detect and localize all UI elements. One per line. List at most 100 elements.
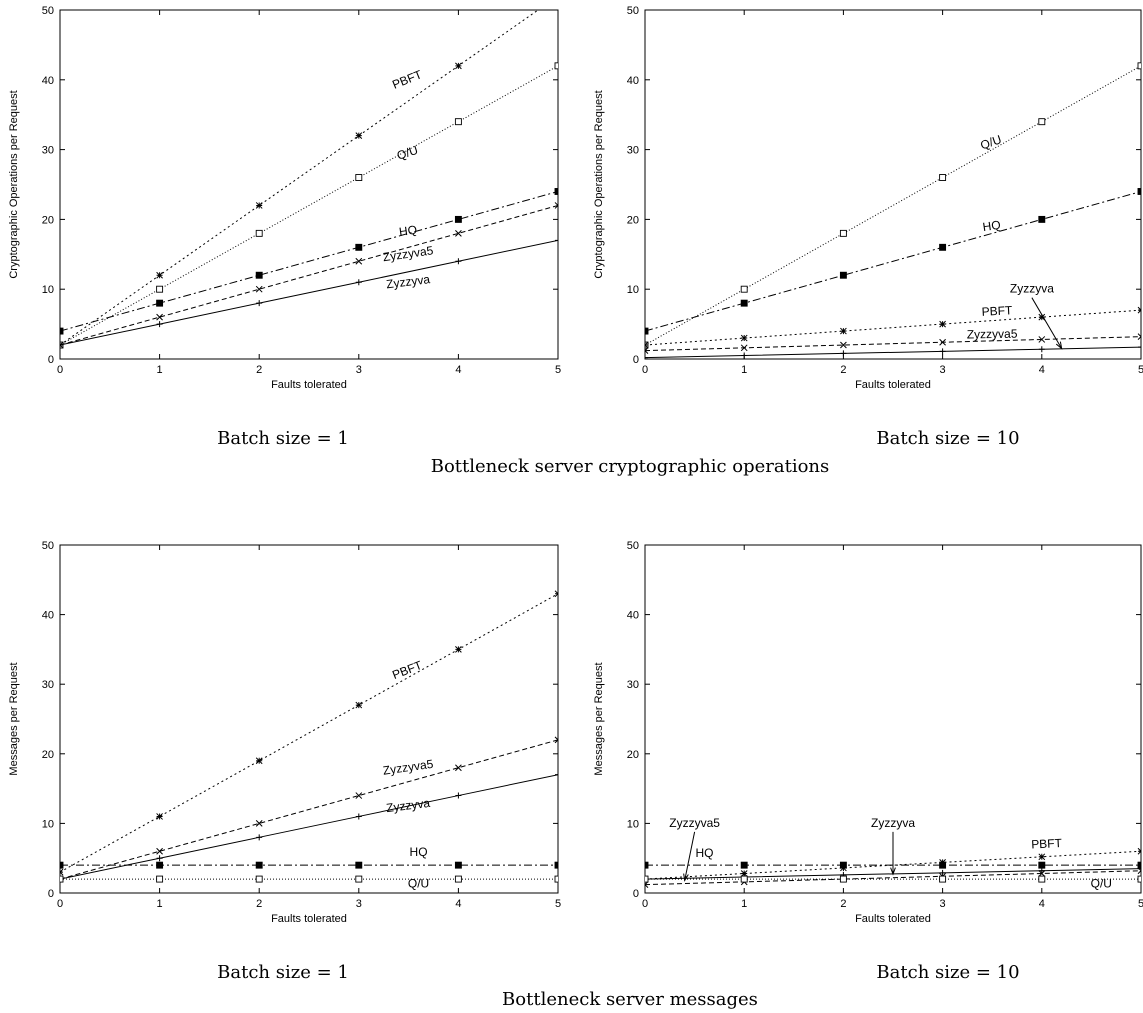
y-tick-label: 20 xyxy=(42,749,54,761)
data-point-zyzzyva5 xyxy=(156,313,163,321)
series-label-zyzzyva5: Zyzzyva5 xyxy=(382,243,434,264)
y-tick-label: 10 xyxy=(627,818,639,830)
y-tick-label: 10 xyxy=(42,284,54,296)
x-tick-label: 4 xyxy=(1039,364,1045,376)
data-point-hq xyxy=(156,299,164,307)
data-point-pbft xyxy=(840,327,847,335)
data-point-zyzzyva xyxy=(555,771,558,778)
data-point-zyzzyva xyxy=(645,354,648,359)
data-point-pbft xyxy=(156,271,163,279)
series-label-hq: HQ xyxy=(696,846,714,860)
panel-caption: Batch size = 1 xyxy=(217,428,349,449)
y-tick-label: 50 xyxy=(42,540,54,552)
y-tick-label: 10 xyxy=(627,284,639,296)
data-point-zyzzyva5 xyxy=(554,736,558,744)
data-point-hq xyxy=(60,861,64,869)
series-label-zyzzyva: Zyzzyva xyxy=(871,816,915,830)
data-point-hq xyxy=(355,243,363,251)
data-point-zyzzyva5 xyxy=(1137,867,1141,875)
series-line-pbft xyxy=(60,10,539,346)
data-point-hq xyxy=(645,327,649,335)
data-point-q-u xyxy=(554,62,558,70)
data-point-zyzzyva5 xyxy=(1038,870,1046,877)
x-tick-label: 5 xyxy=(555,364,561,376)
data-point-q-u xyxy=(939,875,947,883)
data-point-q-u xyxy=(255,229,263,237)
data-point-zyzzyva5 xyxy=(1137,333,1141,341)
series-line-pbft xyxy=(645,309,1141,346)
x-tick-label: 4 xyxy=(455,364,461,376)
data-point-zyzzyva5 xyxy=(60,341,64,349)
x-tick-label: 0 xyxy=(642,364,648,376)
y-tick-label: 0 xyxy=(48,888,54,900)
data-point-pbft xyxy=(939,320,946,328)
x-tick-label: 2 xyxy=(256,364,262,376)
section-title-messages: Bottleneck server messages xyxy=(502,989,758,1010)
data-point-q-u xyxy=(355,174,363,181)
y-tick-label: 10 xyxy=(42,818,54,830)
x-tick-label: 2 xyxy=(840,364,846,376)
x-tick-label: 0 xyxy=(57,364,63,376)
data-point-zyzzyva5 xyxy=(1038,336,1046,343)
series-label-q-u: Q/U xyxy=(1091,876,1112,890)
data-point-zyzzyva xyxy=(939,348,946,355)
y-tick-label: 40 xyxy=(42,75,54,87)
y-tick-label: 20 xyxy=(627,749,639,761)
annotation-arrow xyxy=(1031,297,1063,349)
data-point-zyzzyva5 xyxy=(645,347,649,354)
panel-caption: Batch size = 10 xyxy=(876,428,1019,449)
annotation-arrow xyxy=(684,831,696,881)
data-point-q-u xyxy=(255,875,263,883)
x-tick-label: 5 xyxy=(1138,898,1143,910)
data-point-hq xyxy=(454,861,462,869)
data-point-pbft xyxy=(740,870,748,877)
series-line-zyzzyva5 xyxy=(645,336,1141,352)
series-line-zyzzyva5 xyxy=(60,204,558,346)
series-label-pbft: PBFT xyxy=(390,658,424,682)
y-tick-label: 0 xyxy=(633,888,639,900)
data-point-hq xyxy=(255,271,263,279)
data-point-zyzzyva xyxy=(156,855,163,862)
data-point-pbft xyxy=(840,864,847,872)
y-tick-label: 30 xyxy=(627,145,639,157)
data-point-zyzzyva5 xyxy=(740,344,748,352)
data-point-zyzzyva5 xyxy=(255,820,263,827)
y-tick-label: 0 xyxy=(48,354,54,366)
data-point-zyzzyva5 xyxy=(355,792,363,799)
data-point-q-u xyxy=(454,118,462,126)
data-point-zyzzyva xyxy=(1138,344,1141,351)
panel-caption: Batch size = 1 xyxy=(217,962,349,983)
x-tick-label: 4 xyxy=(1039,898,1045,910)
series-group xyxy=(60,10,558,349)
series-label-hq: HQ xyxy=(410,845,428,859)
x-tick-label: 0 xyxy=(642,898,648,910)
x-tick-label: 1 xyxy=(741,898,747,910)
annotation-arrow-head xyxy=(890,867,896,876)
series-line-q-u xyxy=(60,65,558,346)
data-point-pbft xyxy=(156,813,163,820)
data-point-pbft xyxy=(455,62,462,70)
data-point-zyzzyva xyxy=(555,237,558,244)
series-label-zyzzyva5: Zyzzyva5 xyxy=(382,757,434,778)
x-tick-label: 3 xyxy=(940,364,946,376)
x-tick-label: 3 xyxy=(940,898,946,910)
data-point-pbft xyxy=(455,646,462,653)
data-point-hq xyxy=(355,861,363,869)
series-label-zyzzyva5: Zyzzyva5 xyxy=(967,327,1018,342)
series-line-pbft xyxy=(60,593,558,873)
x-tick-label: 2 xyxy=(840,898,846,910)
data-point-pbft xyxy=(554,590,558,598)
data-point-zyzzyva5 xyxy=(255,285,263,293)
y-tick-label: 50 xyxy=(627,5,639,17)
series-line-zyzzyva xyxy=(60,774,558,880)
data-point-q-u xyxy=(156,285,164,293)
data-point-zyzzyva xyxy=(1038,346,1045,353)
data-point-zyzzyva xyxy=(60,342,63,349)
series-label-pbft: PBFT xyxy=(390,67,424,92)
x-tick-label: 1 xyxy=(741,364,747,376)
series-label-pbft: PBFT xyxy=(981,303,1013,319)
data-point-q-u xyxy=(740,875,748,883)
data-point-zyzzyva5 xyxy=(355,257,363,265)
